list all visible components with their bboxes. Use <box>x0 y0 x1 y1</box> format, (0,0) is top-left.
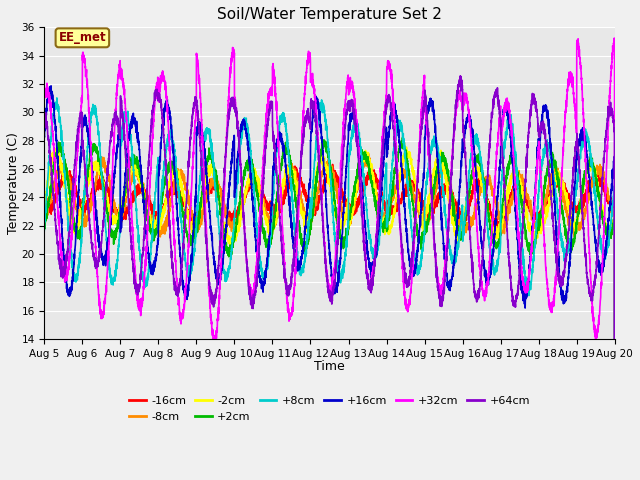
Text: EE_met: EE_met <box>59 31 106 44</box>
+32cm <box>40 93 48 99</box>
-2cm <box>143 211 150 216</box>
+32cm <box>611 35 618 41</box>
+2cm <box>426 208 434 214</box>
+2cm <box>399 135 406 141</box>
-8cm <box>426 215 434 220</box>
-2cm <box>426 192 434 198</box>
+64cm <box>426 152 434 158</box>
-2cm <box>40 204 48 210</box>
+2cm <box>40 223 48 228</box>
+64cm <box>610 129 618 134</box>
+8cm <box>610 185 618 191</box>
-16cm <box>329 162 337 168</box>
Line: +16cm: +16cm <box>44 86 614 480</box>
Line: -8cm: -8cm <box>44 154 614 480</box>
Line: +2cm: +2cm <box>44 138 614 480</box>
+32cm <box>490 196 497 202</box>
+2cm <box>490 241 498 247</box>
+64cm <box>490 94 498 99</box>
Line: +32cm: +32cm <box>44 38 614 480</box>
+16cm <box>40 133 48 139</box>
Y-axis label: Temperature (C): Temperature (C) <box>7 132 20 234</box>
Title: Soil/Water Temperature Set 2: Soil/Water Temperature Set 2 <box>217 7 442 22</box>
-16cm <box>458 214 465 220</box>
+16cm <box>47 83 55 89</box>
-2cm <box>458 224 465 229</box>
Line: +8cm: +8cm <box>44 98 614 480</box>
+16cm <box>458 157 465 163</box>
+64cm <box>143 190 150 195</box>
-16cm <box>308 200 316 206</box>
+32cm <box>143 233 150 239</box>
X-axis label: Time: Time <box>314 360 345 373</box>
+8cm <box>308 189 316 194</box>
Line: -2cm: -2cm <box>44 147 614 480</box>
+2cm <box>458 235 465 241</box>
+8cm <box>53 95 61 101</box>
+16cm <box>426 99 434 105</box>
-8cm <box>365 151 372 156</box>
+8cm <box>143 276 151 281</box>
-8cm <box>490 188 498 193</box>
-16cm <box>143 187 150 192</box>
-8cm <box>143 203 150 209</box>
+8cm <box>490 267 498 273</box>
+32cm <box>426 169 434 175</box>
-8cm <box>610 213 618 219</box>
-2cm <box>403 144 410 150</box>
+2cm <box>143 209 150 215</box>
+64cm <box>456 73 464 79</box>
-8cm <box>458 227 465 233</box>
+2cm <box>308 212 316 217</box>
+16cm <box>143 239 151 245</box>
+32cm <box>458 98 465 104</box>
-2cm <box>610 221 618 227</box>
+8cm <box>458 216 465 221</box>
+16cm <box>308 121 316 127</box>
-16cm <box>40 200 48 205</box>
+32cm <box>610 39 618 45</box>
+16cm <box>490 235 498 241</box>
-2cm <box>490 229 498 235</box>
+8cm <box>40 228 48 233</box>
+8cm <box>426 156 434 162</box>
-16cm <box>426 216 434 222</box>
-8cm <box>40 208 48 214</box>
-16cm <box>490 224 498 229</box>
+2cm <box>610 220 618 226</box>
+64cm <box>458 79 465 85</box>
+64cm <box>308 102 316 108</box>
-8cm <box>308 212 316 218</box>
Legend: -16cm, -8cm, -2cm, +2cm, +8cm, +16cm, +32cm, +64cm: -16cm, -8cm, -2cm, +2cm, +8cm, +16cm, +3… <box>124 392 534 426</box>
Line: -16cm: -16cm <box>44 165 614 480</box>
+64cm <box>40 115 48 120</box>
Line: +64cm: +64cm <box>44 76 614 480</box>
+16cm <box>610 159 618 165</box>
+32cm <box>308 77 316 83</box>
-16cm <box>610 204 618 210</box>
-2cm <box>308 194 316 200</box>
